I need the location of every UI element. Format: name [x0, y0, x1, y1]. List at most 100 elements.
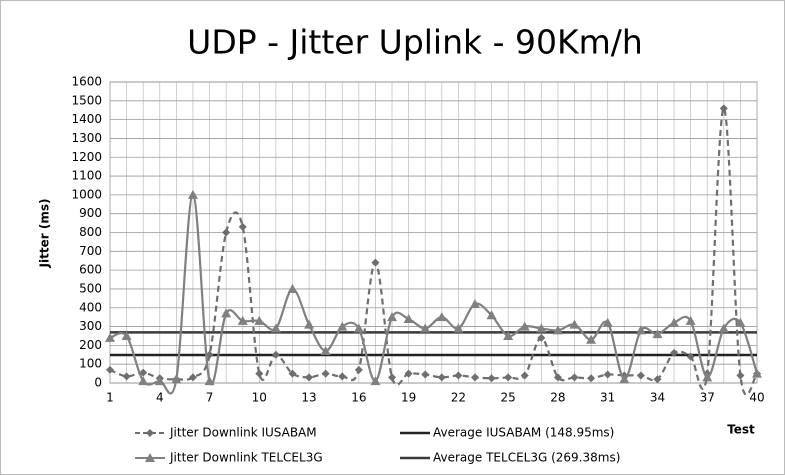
- point: [171, 374, 182, 384]
- point: [752, 368, 762, 378]
- point: [669, 317, 680, 327]
- point: [436, 312, 447, 322]
- point: [437, 373, 446, 382]
- x-tick-label: 25: [501, 391, 516, 405]
- point: [670, 348, 679, 357]
- point: [586, 334, 597, 344]
- point: [470, 373, 479, 382]
- point: [187, 189, 198, 199]
- point: [188, 373, 197, 382]
- y-tick-label: 1400: [71, 112, 102, 126]
- y-axis-label: Jitter (ms): [38, 199, 52, 269]
- x-tick-label: 37: [700, 391, 715, 405]
- point: [553, 373, 562, 382]
- point: [421, 370, 430, 379]
- point: [254, 315, 265, 325]
- legend-label: Jitter Downlink TELCEL3G: [169, 451, 323, 465]
- point: [652, 329, 663, 339]
- point: [587, 374, 596, 383]
- point: [255, 369, 264, 378]
- y-tick-label: 1600: [71, 75, 102, 89]
- point: [353, 323, 364, 333]
- point: [354, 365, 363, 374]
- point: [735, 317, 746, 327]
- point: [536, 323, 547, 333]
- point: [469, 298, 480, 308]
- point: [686, 352, 695, 361]
- point: [736, 371, 745, 380]
- y-tick-label: 1500: [71, 93, 102, 107]
- point: [404, 369, 413, 378]
- point: [685, 315, 696, 325]
- point: [154, 376, 165, 386]
- point: [453, 323, 464, 333]
- x-tick-label: 40: [749, 391, 764, 405]
- point: [145, 453, 155, 462]
- y-tick-label: 100: [79, 357, 102, 371]
- point: [537, 333, 546, 342]
- point: [221, 308, 232, 318]
- y-tick-label: 400: [79, 300, 102, 314]
- point: [222, 228, 231, 237]
- point: [619, 374, 630, 384]
- point: [503, 330, 514, 340]
- point: [337, 321, 348, 331]
- point: [387, 312, 398, 322]
- y-tick-label: 600: [79, 263, 102, 277]
- x-tick-label: 31: [600, 391, 615, 405]
- point: [287, 283, 298, 293]
- x-tick-label: 13: [301, 391, 316, 405]
- point: [146, 429, 154, 437]
- point: [719, 104, 728, 113]
- point: [237, 315, 248, 325]
- x-axis-label: Test: [727, 423, 755, 437]
- point: [403, 314, 414, 324]
- x-tick-label: 7: [206, 391, 214, 405]
- point: [486, 310, 497, 320]
- point: [454, 371, 463, 380]
- x-tick-label: 28: [550, 391, 565, 405]
- point: [552, 325, 563, 335]
- point: [121, 330, 132, 340]
- point: [636, 371, 645, 380]
- point: [304, 319, 315, 329]
- y-tick-label: 1200: [71, 150, 102, 164]
- x-tick-label: 34: [650, 391, 665, 405]
- point: [305, 373, 314, 382]
- series-line: [109, 193, 759, 395]
- y-tick-label: 1300: [71, 131, 102, 145]
- point: [371, 258, 380, 267]
- point: [602, 317, 613, 327]
- legend-label: Average IUSABAM (148.95ms): [433, 426, 614, 440]
- point: [718, 323, 729, 333]
- point: [653, 375, 662, 384]
- y-tick-label: 1000: [71, 187, 102, 201]
- point: [320, 346, 331, 356]
- y-tick-label: 300: [79, 319, 102, 333]
- point: [271, 350, 280, 359]
- point: [420, 323, 431, 333]
- point: [321, 369, 330, 378]
- point: [204, 376, 215, 386]
- y-tick-label: 900: [79, 206, 102, 220]
- y-tick-label: 0: [94, 376, 102, 390]
- x-tick-label: 22: [451, 391, 466, 405]
- legend-label: Jitter Downlink IUSABAM: [169, 426, 317, 440]
- x-tick-label: 4: [156, 391, 164, 405]
- point: [702, 372, 713, 382]
- point: [487, 374, 496, 383]
- point: [570, 373, 579, 382]
- x-tick-label: 10: [252, 391, 267, 405]
- point: [106, 365, 114, 374]
- point: [603, 370, 612, 379]
- y-tick-label: 700: [79, 244, 102, 258]
- y-tick-label: 500: [79, 281, 102, 295]
- point: [504, 373, 513, 382]
- x-tick-label: 19: [401, 391, 416, 405]
- point: [338, 372, 347, 381]
- y-tick-label: 800: [79, 225, 102, 239]
- point: [370, 376, 381, 386]
- point: [388, 373, 397, 382]
- y-tick-label: 200: [79, 338, 102, 352]
- point: [270, 323, 281, 333]
